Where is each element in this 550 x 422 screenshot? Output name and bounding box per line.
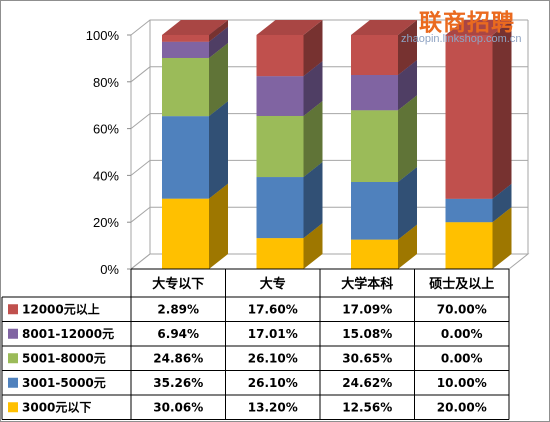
category-label: 硕士及以上 <box>429 276 494 292</box>
table-value: 24.86% <box>153 351 203 365</box>
bar-front <box>351 110 398 182</box>
legend-swatch <box>8 353 18 364</box>
bar-side <box>398 224 417 269</box>
table-value: 30.06% <box>153 400 203 414</box>
bar-side <box>209 19 228 42</box>
table-value: 0.00% <box>441 327 483 341</box>
bar-front <box>162 116 209 199</box>
bar-front <box>162 198 209 269</box>
table-value: 26.10% <box>248 376 298 390</box>
table-value: 15.08% <box>342 327 392 341</box>
bar-front <box>256 238 304 269</box>
bar-front <box>162 57 209 117</box>
bar-side <box>398 20 417 75</box>
bar-front <box>256 177 304 239</box>
legend-label: 3000元以下 <box>22 400 91 414</box>
table-value: 17.60% <box>248 302 298 316</box>
watermark-brand: 联商招聘 <box>419 9 515 36</box>
bar-front <box>256 34 304 77</box>
y-tick-label: 80% <box>93 75 119 90</box>
y-tick-label: 60% <box>93 122 119 137</box>
table-value: 0.00% <box>441 351 483 365</box>
legend-label: 3001-5000元 <box>22 376 106 390</box>
bar-side <box>303 100 323 178</box>
bar-top <box>162 19 228 35</box>
watermark-url: zhaopin.linkshop.com.cn <box>401 33 522 45</box>
back-wall-top <box>131 20 528 35</box>
bar-front <box>256 115 304 178</box>
bar-side <box>398 59 417 111</box>
table-value: 35.26% <box>153 376 203 390</box>
y-tick-label: 100% <box>86 28 120 43</box>
table-value: 17.01% <box>248 327 298 341</box>
table-value: 20.00% <box>437 400 487 414</box>
bar-front <box>351 35 398 75</box>
table-value: 24.62% <box>342 376 392 390</box>
legend-label: 8001-12000元 <box>22 327 114 341</box>
bar-segment <box>445 20 512 199</box>
bar-segment <box>162 19 228 42</box>
legend-swatch <box>8 377 18 388</box>
bar-front <box>445 35 493 199</box>
bar-side <box>398 95 417 182</box>
y-tick-label: 0% <box>100 262 119 277</box>
bar-side <box>209 101 228 199</box>
legend-swatch <box>8 304 18 315</box>
bar-segment <box>351 20 417 75</box>
bar-top <box>256 19 323 35</box>
table-value: 12.56% <box>342 400 392 414</box>
legend-label: 5001-8000元 <box>22 351 106 365</box>
bar-front <box>256 76 304 116</box>
table-value: 30.65% <box>342 351 392 365</box>
bar-front <box>351 239 398 269</box>
bar-side <box>303 19 323 77</box>
bar-segment <box>256 19 323 77</box>
bar-front <box>162 41 209 58</box>
table-value: 2.89% <box>157 302 199 316</box>
table-value: 17.09% <box>342 302 392 316</box>
table-value: 70.00% <box>437 302 487 316</box>
bar-front <box>445 198 493 223</box>
bar-side <box>209 26 228 58</box>
bar-top <box>445 20 512 35</box>
table-value: 6.94% <box>157 327 199 341</box>
bar-front <box>351 181 398 240</box>
bar-side <box>209 42 228 117</box>
legend-swatch <box>8 328 18 339</box>
bar-front <box>351 74 398 111</box>
y-tick-label: 20% <box>93 215 119 230</box>
bar-front <box>445 222 493 269</box>
legend-swatch <box>8 402 18 413</box>
table-value: 13.20% <box>248 400 298 414</box>
bar-side <box>303 61 323 116</box>
category-label: 大专 <box>260 276 286 292</box>
bar-side <box>492 183 512 223</box>
bar-side <box>492 20 512 199</box>
bar-front <box>162 34 209 42</box>
bar-side <box>303 223 323 269</box>
bar-side <box>303 162 323 239</box>
category-label: 大专以下 <box>152 276 204 292</box>
table-value: 26.10% <box>248 351 298 365</box>
legend-label: 12000元以上 <box>22 301 100 316</box>
bar-side <box>209 183 228 269</box>
bar-top <box>351 20 417 35</box>
table-value: 10.00% <box>437 376 487 390</box>
bar-side <box>492 207 512 269</box>
y-tick-label: 40% <box>93 168 119 183</box>
bar-side <box>398 166 417 240</box>
category-label: 大学本科 <box>341 276 393 292</box>
